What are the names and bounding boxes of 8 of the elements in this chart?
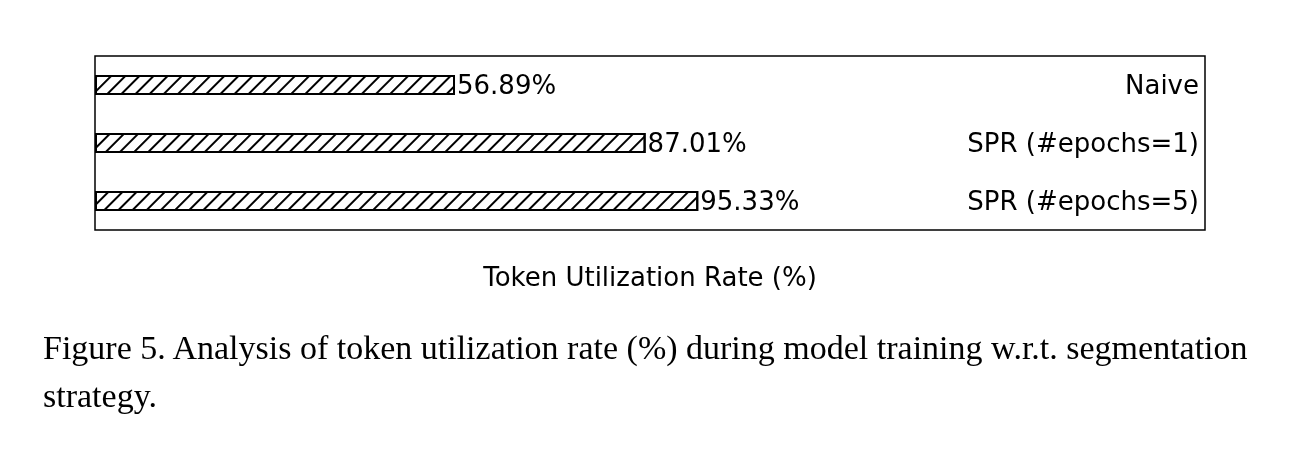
y-tick-label: SPR (#epochs=1): [967, 128, 1199, 158]
y-tick-label: Naive: [1125, 70, 1199, 100]
data-label: 56.89%: [457, 70, 557, 100]
data-label: 95.33%: [700, 186, 800, 216]
data-label: 87.01%: [647, 128, 747, 158]
x-axis-title: Token Utilization Rate (%): [482, 262, 817, 292]
y-tick-label: SPR (#epochs=5): [967, 186, 1199, 216]
caption: Figure 5. Analysis of token utilization rate (%) during model training w.r.t. segmentation strategy.: [43, 328, 1257, 414]
